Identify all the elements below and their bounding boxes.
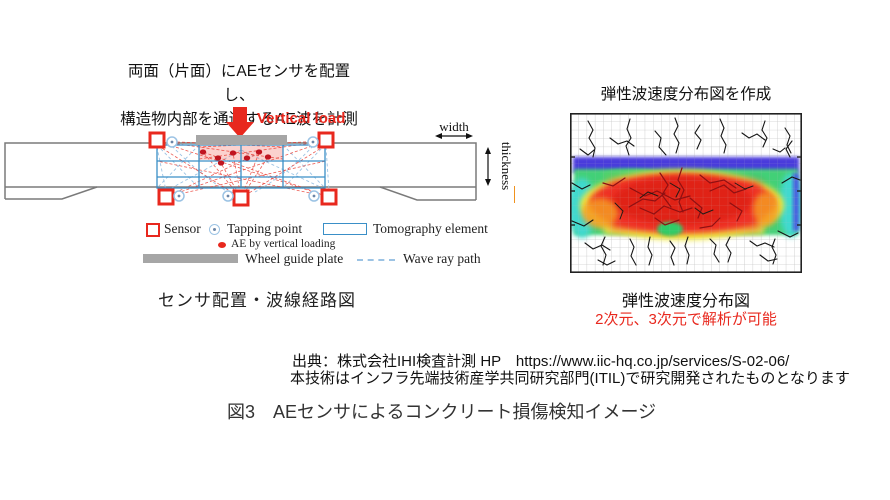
source-line1: 出典：株式会社IHI検査計測 HP https://www.iic-hq.co.… (292, 353, 790, 370)
transition-arrow-icon (514, 186, 515, 203)
thickness-annotation: thickness (485, 142, 514, 190)
sensor-legend-label: Sensor (164, 221, 201, 236)
tomography-element-legend-icon (323, 223, 367, 235)
vertical-load-arrow-icon (226, 107, 254, 138)
border-ticks (570, 156, 802, 226)
wheel-guide-plate-legend-icon (143, 254, 238, 263)
vertical-load-label: Vertical load (257, 110, 346, 127)
wheel-guide-plate-legend-label: Wheel guide plate (245, 251, 344, 266)
sensor-layout-caption: センサ配置・波線経路図 (158, 291, 356, 310)
crack-lines-band-dark (614, 182, 754, 220)
wave-ray-path-legend-icon (357, 259, 395, 261)
sensor-legend-icon (146, 223, 160, 237)
crack-lines (571, 117, 801, 266)
ae-dot-legend-icon (218, 242, 226, 248)
ae-event-dots (199, 149, 272, 166)
wave-ray-path-legend-label: Wave ray path (403, 251, 481, 266)
beam-sensor-diagram: width thickness (4, 107, 515, 207)
tomography-element-legend-label: Tomography element (373, 221, 488, 236)
tapping-point-dot-icon (213, 228, 216, 231)
heatmap-note: 2次元、3次元で解析が可能 (595, 311, 777, 328)
tapping-point-legend-label: Tapping point (227, 221, 303, 236)
heatmap-caption: 弾性波速度分布図 (621, 293, 750, 310)
wave-ray-paths-blue (156, 144, 330, 193)
width-label: width (439, 119, 469, 134)
velocity-distribution-map (570, 113, 802, 273)
thickness-label: thickness (499, 142, 514, 190)
tomography-grid (156, 144, 326, 189)
source-line2: 本技術はインフラ先端技術産学共同研究部門(ITIL)で研究開発されたものとなりま… (290, 370, 850, 387)
width-annotation: width (435, 119, 473, 139)
wheel-guide-plate (196, 135, 287, 145)
crack-lines-band (602, 167, 747, 229)
description-line1: 両面（片面）にAEセンサを配置し、 (127, 63, 351, 104)
ae-legend-label: AE by vertical loading (231, 238, 336, 250)
tapping-points (166, 136, 320, 202)
heatmap-title: 弾性波速度分布図を作成 (600, 86, 772, 103)
figure-caption: 図3 AEセンサによるコンクリート損傷検知イメージ (227, 402, 657, 422)
sensor-squares (148, 131, 338, 207)
